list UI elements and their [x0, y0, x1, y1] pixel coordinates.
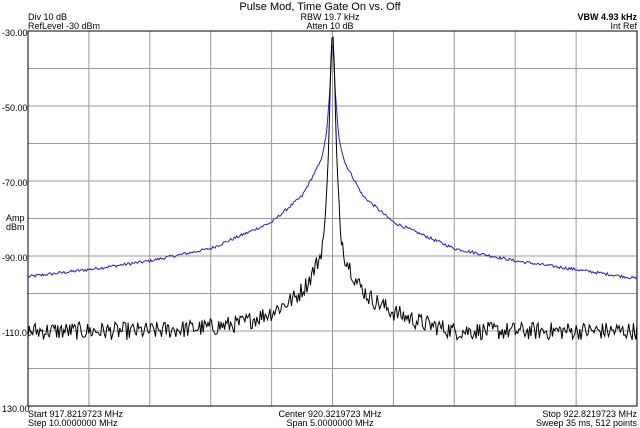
y-tick-label: -70.00 — [2, 178, 28, 188]
div-label: Div 10 dB — [28, 12, 68, 22]
y-tick-label: -110.00 — [2, 328, 32, 338]
step-label: Step 10.0000000 MHz — [28, 418, 118, 428]
plot-frame — [27, 30, 638, 407]
sweep-label: Sweep 35 ms, 512 points — [535, 418, 637, 428]
vbw-label: VBW 4.93 kHz — [577, 12, 637, 22]
atten-label: Atten 10 dB — [306, 21, 354, 31]
y-axis-label-dbm: dBm — [6, 222, 25, 232]
start-freq-label: Start 917.8219723 MHz — [28, 409, 124, 419]
series-line-gate-off — [27, 45, 638, 280]
rbw-label: RBW 19.7 kHz — [300, 12, 360, 22]
ref-level-label: RefLevel -30 dBm — [28, 21, 101, 31]
y-tick-label: 130.00 — [2, 404, 30, 414]
y-tick-label: -90.00 — [2, 253, 28, 263]
center-freq-label: Center 920.3219723 MHz — [278, 409, 382, 419]
series-line-gate-on — [27, 36, 638, 341]
y-tick-label: -30.00 — [2, 28, 28, 38]
chart-title: Pulse Mod, Time Gate On vs. Off — [239, 1, 401, 13]
y-tick-label: -50.00 — [2, 103, 28, 113]
y-axis-label-amp: Amp — [6, 213, 25, 223]
int-ref-label: Int Ref — [610, 21, 637, 31]
stop-freq-label: Stop 922.8219723 MHz — [542, 409, 637, 419]
span-label: Span 5.0000000 MHz — [286, 418, 374, 428]
